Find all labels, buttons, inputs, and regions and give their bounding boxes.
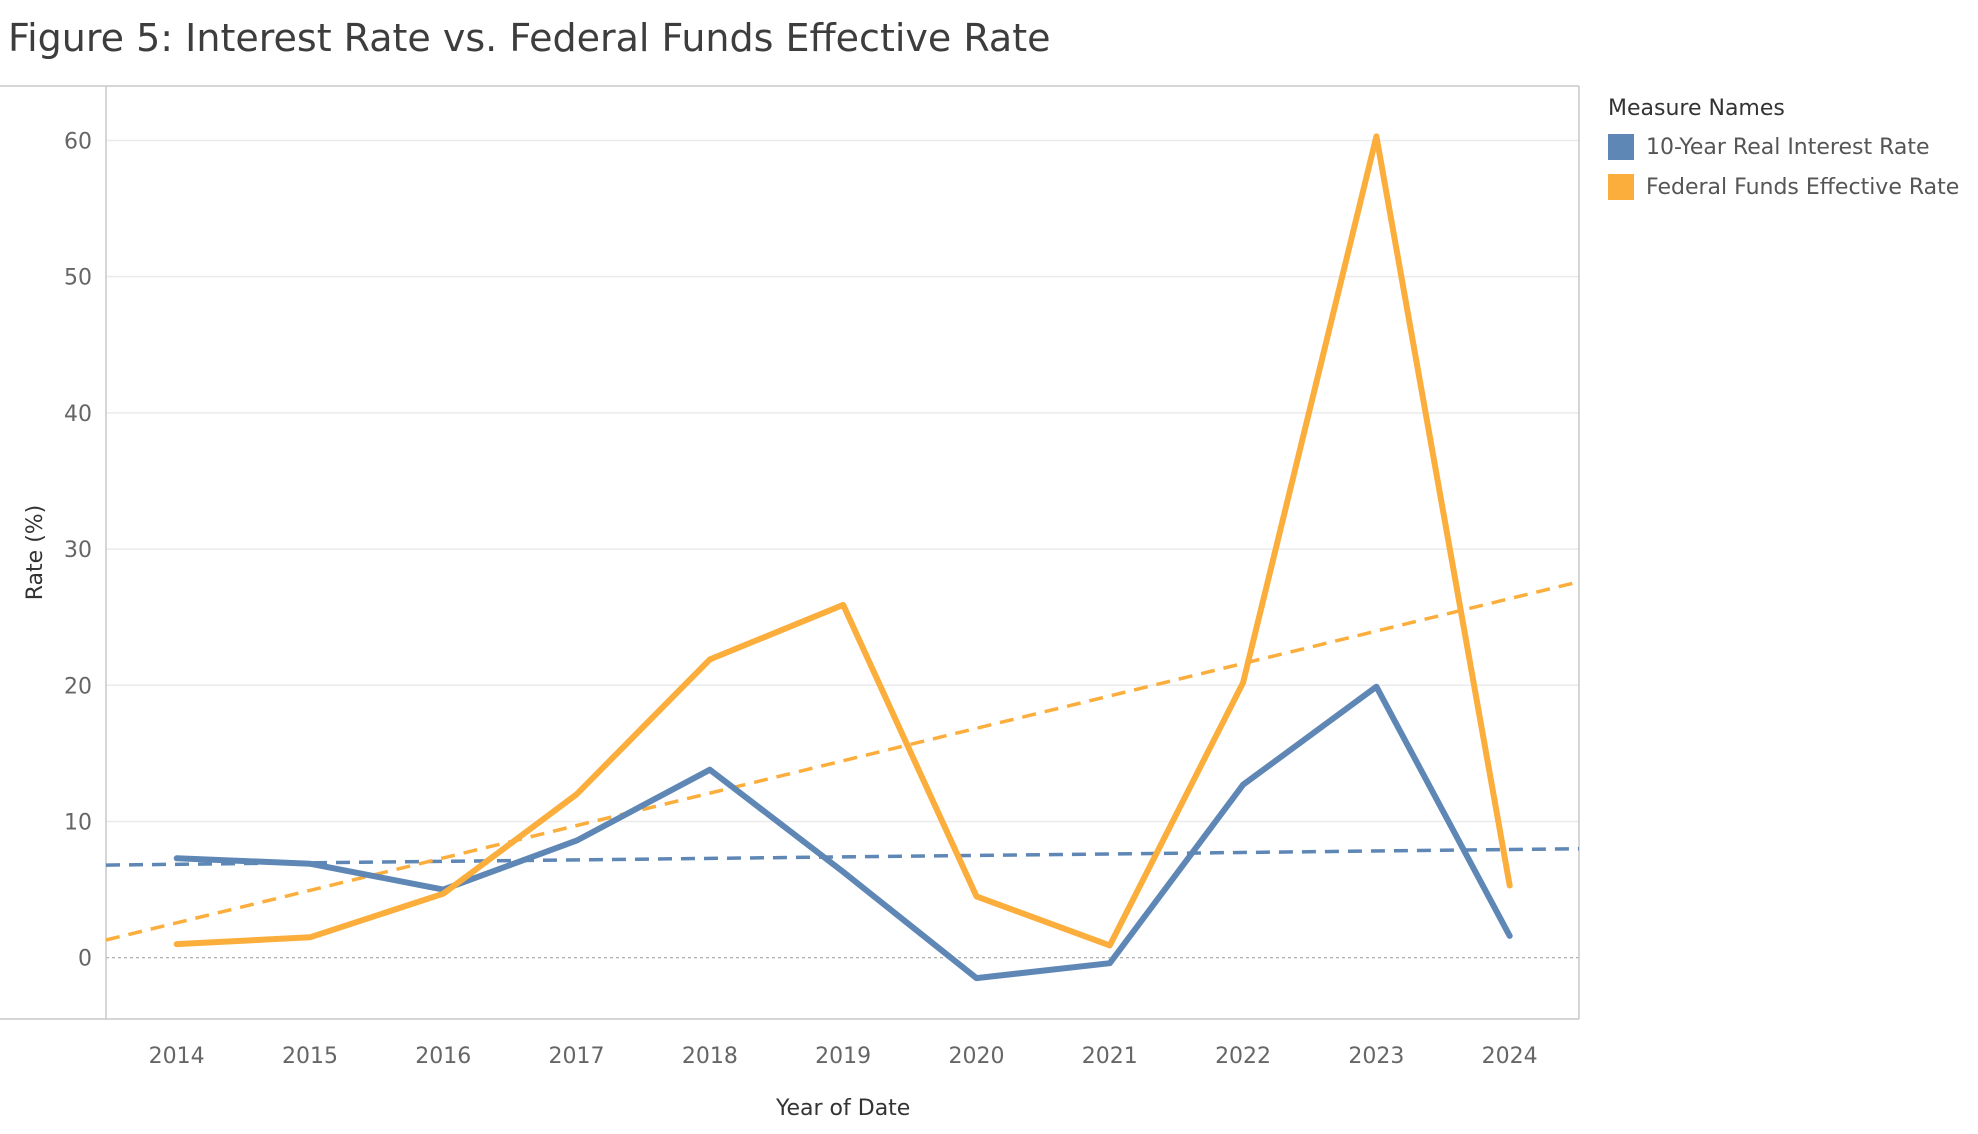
x-tick-label: 2017 — [549, 1044, 605, 1069]
series-line-0 — [173, 683, 1513, 982]
legend-label: Federal Funds Effective Rate — [1646, 174, 1960, 200]
axis-labels: 0 10 20 30 40 50 60 2014 2015 2016 2017 2018 2019 202… — [23, 129, 1538, 1121]
x-tick-label: 2020 — [948, 1044, 1004, 1069]
y-tick-label: 0 — [78, 947, 92, 972]
x-tick-label: 2024 — [1482, 1044, 1538, 1069]
legend-label: 10-Year Real Interest Rate — [1646, 134, 1930, 160]
trend-line-0 — [105, 846, 1580, 867]
legend-swatch — [1608, 134, 1634, 160]
y-tick-label: 20 — [64, 674, 92, 699]
x-tick-label: 2018 — [682, 1044, 738, 1069]
y-tick-label: 60 — [64, 129, 92, 154]
x-tick-label: 2023 — [1348, 1044, 1404, 1069]
x-tick-label: 2019 — [815, 1044, 871, 1069]
x-axis-title: Year of Date — [775, 1096, 910, 1121]
legend-title: Measure Names — [1608, 96, 1785, 121]
legend-item-real-interest-rate[interactable]: 10-Year Real Interest Rate — [1608, 127, 1959, 167]
y-tick-label: 10 — [64, 811, 92, 836]
x-tick-label: 2016 — [415, 1044, 471, 1069]
legend-item-fed-funds-rate[interactable]: Federal Funds Effective Rate — [1608, 167, 1959, 207]
y-tick-label: 40 — [64, 402, 92, 427]
y-tick-label: 50 — [64, 266, 92, 291]
trend-lines — [105, 580, 1580, 942]
y-tick-label: 30 — [64, 538, 92, 563]
legend: Measure Names 10-Year Real Interest Rate… — [1608, 96, 1959, 207]
x-tick-label: 2021 — [1082, 1044, 1138, 1069]
series-lines — [173, 133, 1513, 982]
series-line-1 — [173, 133, 1513, 949]
y-axis-title: Rate (%) — [23, 505, 48, 601]
legend-swatch — [1608, 174, 1634, 200]
x-tick-label: 2022 — [1215, 1044, 1271, 1069]
x-tick-label: 2014 — [149, 1044, 205, 1069]
axes — [0, 85, 1580, 1020]
x-tick-label: 2015 — [282, 1044, 338, 1069]
gridlines — [106, 139, 1579, 959]
chart-title: Figure 5: Interest Rate vs. Federal Fund… — [8, 16, 1051, 60]
trend-line-1 — [105, 580, 1580, 942]
